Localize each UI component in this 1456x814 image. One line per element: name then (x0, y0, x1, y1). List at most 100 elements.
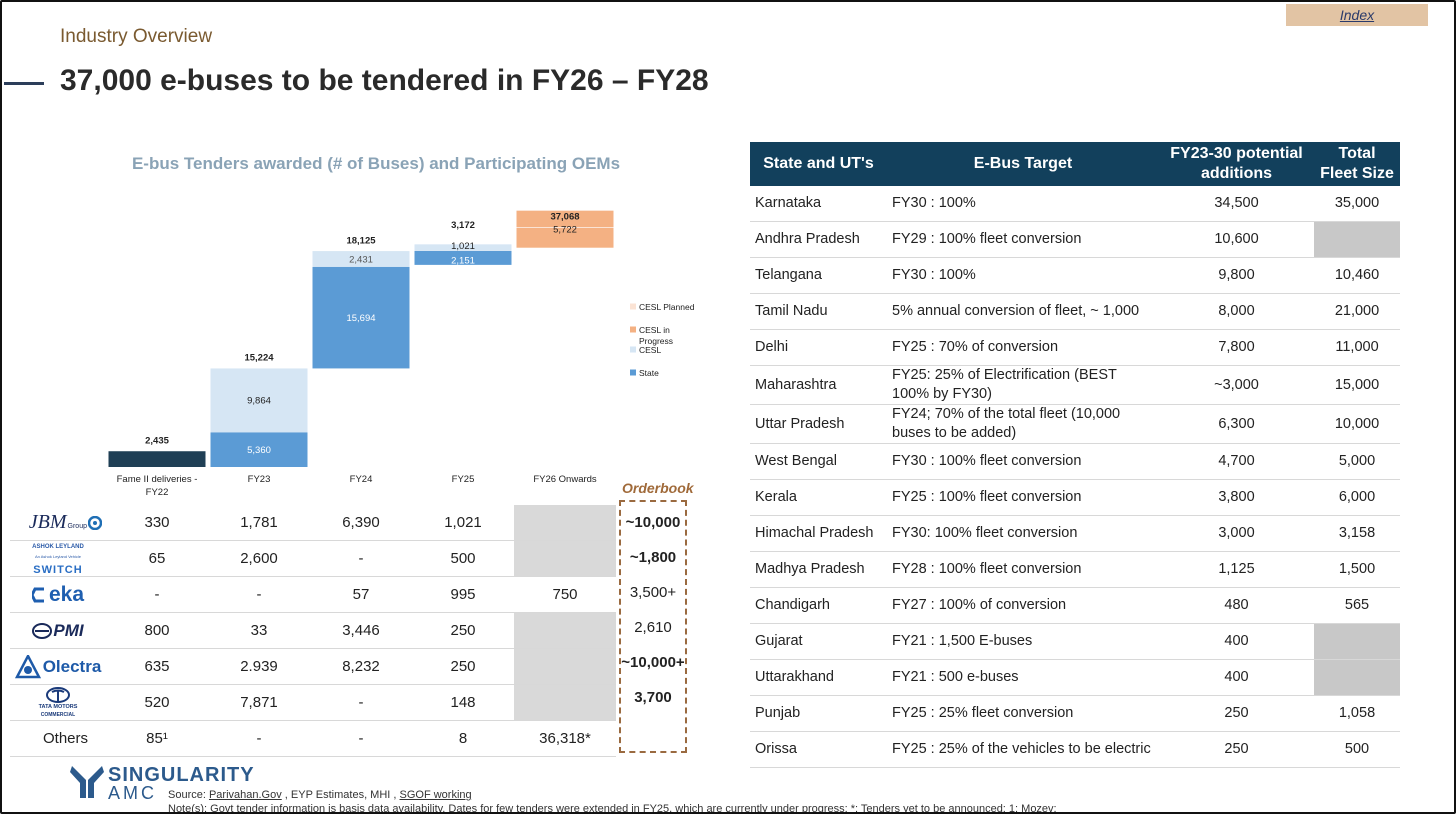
oem-cell: 8,232 (310, 648, 412, 685)
oem-cell: - (208, 720, 310, 757)
oem-row: Olectra 635 2.939 8,232 250 (10, 648, 616, 685)
state-target: FY25: 25% of Electrification (BEST 100% … (887, 365, 1159, 405)
oem-logo-jbm: JBM Group (10, 505, 106, 541)
state-name: Himachal Pradesh (750, 515, 887, 552)
oem-cell: - (208, 576, 310, 613)
state-fleet: 1,058 (1314, 695, 1400, 732)
header-additions: FY23-30 potential additions (1159, 142, 1314, 186)
chart-title: E-bus Tenders awarded (# of Buses) and P… (131, 154, 621, 173)
state-fleet: 35,000 (1314, 186, 1400, 222)
state-additions: 250 (1159, 731, 1314, 768)
state-row: Telangana FY30 : 100% 9,800 10,460 (750, 257, 1400, 294)
state-fleet: 15,000 (1314, 365, 1400, 405)
jbm-text: JBM (28, 511, 67, 533)
oem-cell: 500 (412, 540, 514, 577)
state-target: FY25 : 70% of conversion (887, 329, 1159, 366)
oem-cell (514, 540, 616, 577)
brand-sub: AMC (108, 783, 157, 803)
state-target: FY27 : 100% of conversion (887, 587, 1159, 624)
oem-row: Others 85¹ - -8 36,318* (10, 720, 616, 757)
legend-label-line2: Progress (639, 336, 673, 346)
legend-swatch (630, 303, 636, 310)
ashok-text: ASHOK LEYLAND (32, 544, 84, 550)
state-additions: 34,500 (1159, 186, 1314, 222)
oem-cell: 250 (412, 648, 514, 685)
oem-cell (514, 648, 616, 685)
state-row: Uttar Pradesh FY24; 70% of the total flee… (750, 404, 1400, 444)
oem-row: PMI 800 33 3,446 250 (10, 612, 616, 649)
oem-cell: 33 (208, 612, 310, 649)
oem-cell: 800 (106, 612, 208, 649)
pmi-text: PMI (53, 620, 84, 640)
tata-text: TATA MOTORS (38, 703, 78, 710)
total-fy26: 37,068 (550, 211, 579, 222)
state-name: Madhya Pradesh (750, 551, 887, 588)
legend-swatch (630, 326, 636, 333)
eka-text: eka (48, 582, 85, 606)
oem-logo-others: Others (10, 720, 106, 757)
source-link-parivahan[interactable]: Parivahan.Gov (208, 789, 282, 801)
oem-cell: 7,871 (208, 684, 310, 721)
category-label: Fame II deliveries - FY22 (117, 474, 198, 497)
others-label: Others (42, 730, 88, 747)
legend-label: CESL Planned (639, 302, 695, 312)
category-label: FY23 (248, 474, 271, 485)
oem-cell: 3,446 (310, 612, 412, 649)
state-row: Punjab FY25 : 25% fleet conversion 250 1,05… (750, 695, 1400, 732)
olectra-logo: Olectra (10, 654, 106, 679)
state-name: Delhi (750, 329, 887, 366)
state-additions: 3,800 (1159, 479, 1314, 516)
orderbook-box (619, 500, 687, 753)
state-target: FY30 : 100% (887, 257, 1159, 294)
eka-logo: eka (10, 583, 106, 607)
label-fy24-cesl: 2,431 (349, 254, 373, 265)
orderbook-cell: ~1,800 (629, 549, 677, 566)
state-row: Karnataka FY30 : 100% 34,500 35,000 (750, 186, 1400, 222)
state-fleet: 6,000 (1314, 479, 1400, 516)
jbm-sub: Group (67, 523, 87, 530)
state-additions: 6,300 (1159, 404, 1314, 444)
legend-label: CESL in Progress (639, 325, 673, 346)
index-link[interactable]: Index (1286, 4, 1428, 26)
state-target: FY21 : 1,500 E-buses (887, 623, 1159, 660)
header-state: State and UT's (750, 142, 887, 186)
source-link-sgof[interactable]: SGOF working (399, 789, 472, 801)
oem-cell: 36,318* (514, 720, 616, 757)
state-name: West Bengal (750, 443, 887, 480)
olectra-swoosh-icon (14, 654, 41, 678)
oem-cell: 85¹ (106, 720, 208, 757)
label-fy24-state: 15,694 (346, 313, 375, 324)
oem-cell (514, 612, 616, 649)
state-additions: 1,125 (1159, 551, 1314, 588)
oem-row: eka - -57 995 750 (10, 576, 616, 613)
orderbook-cell: 2,610 (634, 619, 672, 636)
state-additions: 7,800 (1159, 329, 1314, 366)
bar-fy24-cesl (312, 251, 410, 267)
oem-cell: 148 (412, 684, 514, 721)
oem-cell (514, 684, 616, 721)
oem-cell: 1,781 (208, 505, 310, 541)
orderbook-cell (621, 715, 685, 750)
pmi-emblem-icon (32, 622, 53, 639)
legend-swatch (630, 346, 636, 353)
oem-cell: - (310, 540, 412, 577)
orderbook-label: Orderbook (622, 480, 694, 496)
state-target: FY25 : 25% of the vehicles to be electri… (887, 731, 1159, 768)
pmi-logo: PMI (10, 621, 106, 641)
state-fleet (1314, 221, 1400, 258)
state-target: FY25 : 100% fleet conversion (887, 479, 1159, 516)
state-row: Tamil Nadu 5% annual conversion of fleet,… (750, 293, 1400, 330)
state-additions: ~3,000 (1159, 365, 1314, 405)
legend-label-line1: CESL in (639, 325, 670, 335)
state-row: Himachal Pradesh FY30: 100% fleet convers… (750, 515, 1400, 552)
oem-cell: 995 (412, 576, 514, 613)
state-target: FY25 : 25% fleet conversion (887, 695, 1159, 732)
header-target: E-Bus Target (887, 142, 1159, 186)
orderbook-cell: 3,500+ (629, 584, 677, 601)
section-title: Industry Overview (60, 26, 213, 47)
oem-logo-eka: eka (10, 576, 106, 613)
state-fleet (1314, 659, 1400, 696)
state-target: FY30: 100% fleet conversion (887, 515, 1159, 552)
bar-fy23-cesl (210, 368, 308, 433)
legend-label: State (639, 368, 659, 378)
